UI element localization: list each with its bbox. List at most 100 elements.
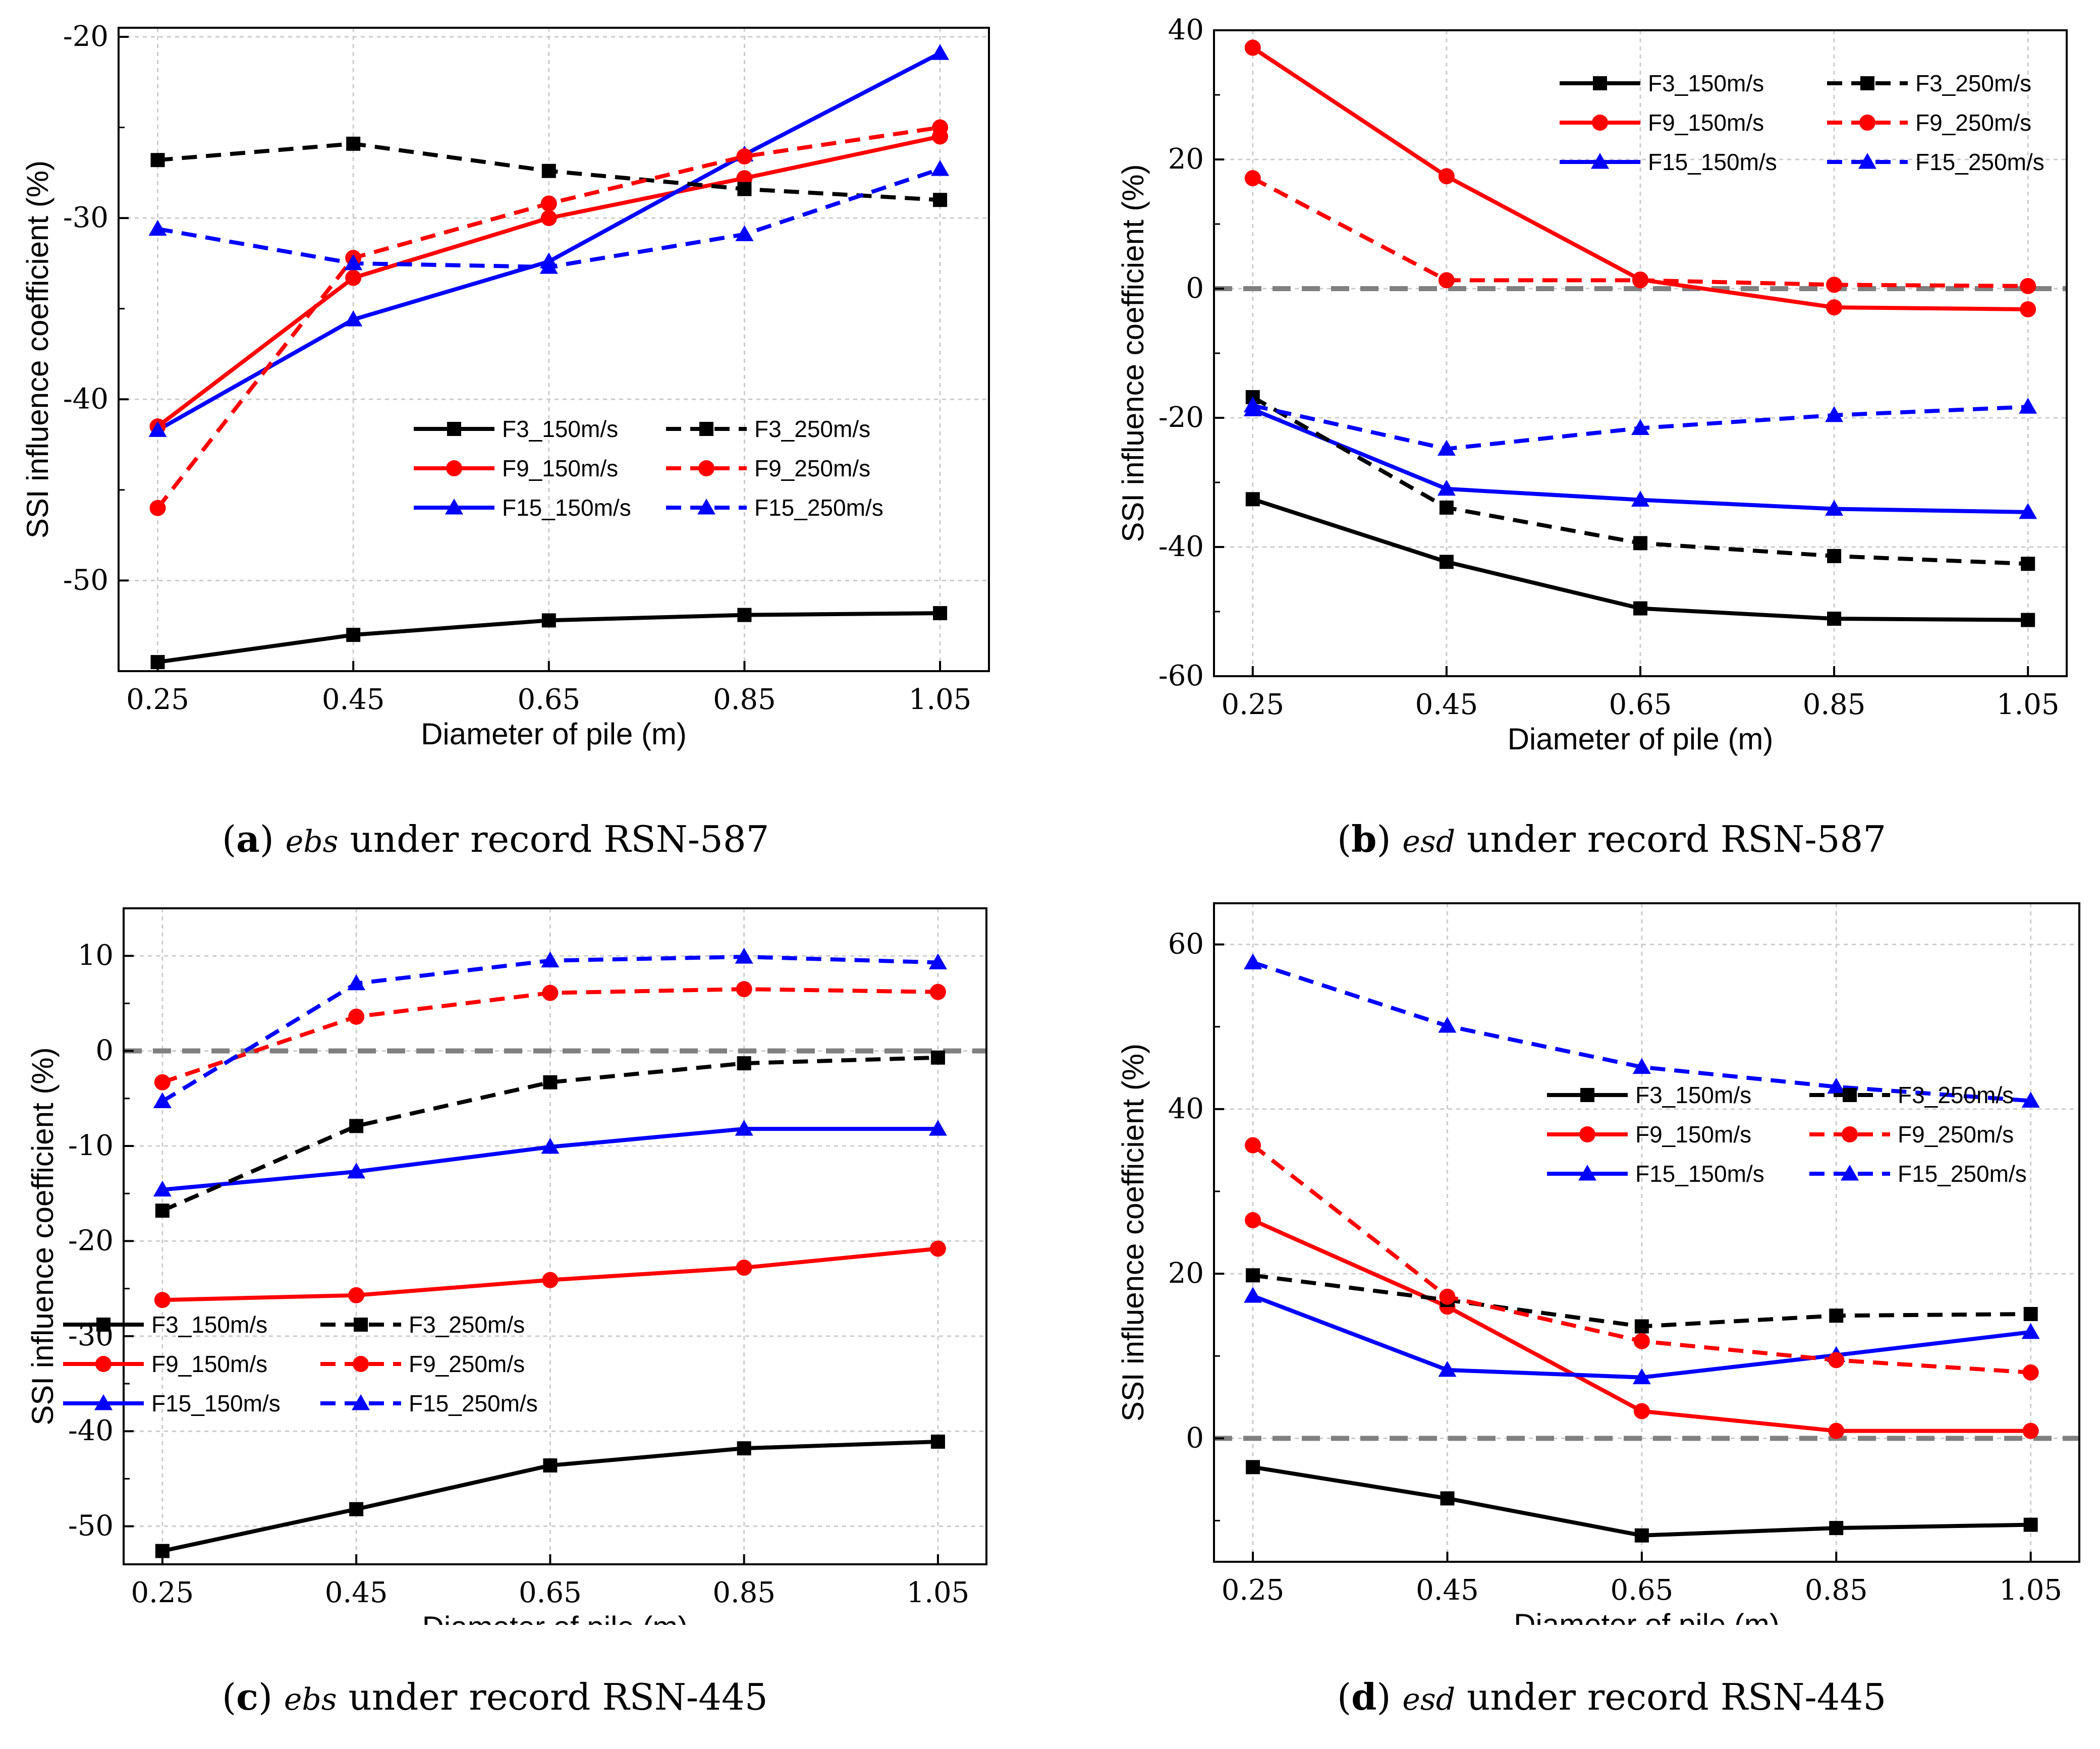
legend-marker xyxy=(352,1394,370,1410)
plot-frame xyxy=(1213,902,2080,1563)
legend-marker xyxy=(699,422,713,436)
x-tick-label: 0.65 xyxy=(519,1576,582,1609)
x-tick-label: 0.45 xyxy=(322,683,385,716)
y-tick-label: -20 xyxy=(68,1224,114,1257)
y-tick-label: 40 xyxy=(1168,14,1204,46)
data-point xyxy=(2023,1306,2038,1321)
data-point xyxy=(348,1287,365,1303)
x-tick-label: 0.65 xyxy=(1611,1574,1674,1607)
x-axis-label: Diameter of pile (m) xyxy=(422,1610,688,1625)
data-point xyxy=(347,1162,366,1179)
y-tick-label: -50 xyxy=(63,564,108,596)
caption-variable: ebs xyxy=(285,824,339,859)
x-tick-label: 0.25 xyxy=(1221,688,1284,721)
x-tick-label: 0.25 xyxy=(1222,1574,1285,1607)
y-axis-label: SSI influence coefficient (%) xyxy=(1116,164,1150,542)
data-point xyxy=(2019,503,2037,519)
data-point xyxy=(2022,1423,2039,1439)
x-tick-label: 0.45 xyxy=(1416,1574,1479,1607)
data-point xyxy=(1437,440,1456,456)
legend-marker xyxy=(447,422,461,436)
caption-text: under record RSN-587 xyxy=(1467,818,1887,860)
data-point xyxy=(1828,1352,1845,1369)
legend-marker xyxy=(1580,1088,1594,1102)
data-point xyxy=(154,1292,171,1308)
legend-marker xyxy=(354,1318,368,1332)
data-point xyxy=(541,1137,560,1154)
data-point xyxy=(928,953,947,969)
data-point xyxy=(1829,1521,1844,1536)
data-point xyxy=(1828,1423,1845,1439)
y-tick-label: 20 xyxy=(1168,143,1204,176)
x-tick-label: 0.85 xyxy=(1803,688,1866,721)
data-point xyxy=(1438,272,1455,289)
data-point xyxy=(933,193,948,207)
x-tick-label: 1.05 xyxy=(909,683,972,716)
data-point xyxy=(345,269,362,286)
data-point xyxy=(2021,1323,2040,1339)
legend-label: F3_250m/s xyxy=(409,1311,525,1338)
series-group xyxy=(1244,953,2040,1543)
legend-marker xyxy=(1843,1088,1857,1102)
data-point xyxy=(735,225,754,241)
data-point xyxy=(540,195,557,212)
data-point xyxy=(1246,1268,1260,1283)
data-point xyxy=(1438,168,1455,185)
data-point xyxy=(929,983,946,1000)
data-point xyxy=(348,1008,365,1025)
data-point xyxy=(543,1458,558,1473)
y-tick-label: 10 xyxy=(78,939,114,972)
plot-frame xyxy=(118,27,990,672)
y-tick-label: -30 xyxy=(63,201,108,234)
caption-variable: ebs xyxy=(284,1682,337,1717)
x-tick-label: 0.85 xyxy=(712,1576,776,1609)
y-tick-label: -60 xyxy=(1158,660,1204,692)
data-point xyxy=(346,136,361,151)
x-tick-label: 0.45 xyxy=(325,1576,388,1609)
data-point xyxy=(349,1119,364,1133)
legend-marker xyxy=(445,499,463,515)
data-point xyxy=(1440,1491,1455,1506)
data-point xyxy=(541,163,556,178)
y-tick-label: -50 xyxy=(68,1510,114,1543)
legend-label: F15_250m/s xyxy=(1898,1161,2027,1187)
caption-d: (d) esd under record RSN-445 xyxy=(1337,1675,1887,1718)
data-point xyxy=(1633,601,1647,616)
data-point xyxy=(1632,1058,1651,1074)
caption-text: under record RSN-445 xyxy=(1467,1676,1887,1718)
data-point xyxy=(1827,612,1842,626)
x-tick-label: 0.45 xyxy=(1415,688,1478,721)
data-point xyxy=(1244,170,1261,187)
data-point xyxy=(737,1441,751,1456)
caption-a: (a) ebs under record RSN-587 xyxy=(222,817,769,860)
series-line xyxy=(1252,960,2031,1103)
data-point xyxy=(1632,272,1648,289)
legend-label: F3_150m/s xyxy=(502,416,618,442)
series-line xyxy=(161,987,938,1084)
legend-marker xyxy=(1842,1126,1858,1142)
legend-marker xyxy=(1858,153,1876,169)
legend-label: F3_150m/s xyxy=(151,1311,267,1338)
data-point xyxy=(539,258,558,274)
caption-c: (c) ebs under record RSN-445 xyxy=(222,1675,768,1718)
legend-label: F3_250m/s xyxy=(1915,70,2031,96)
data-point xyxy=(1439,555,1454,569)
chart-a: 0.25 0.45 0.65 0.85 1.05 -50 -40 -30 -20 Diameter… xyxy=(21,20,990,751)
y-tick-label: -10 xyxy=(68,1129,114,1162)
data-point xyxy=(154,1074,171,1090)
data-point xyxy=(2019,398,2037,414)
data-point xyxy=(1245,1212,1261,1229)
x-tick-label: 0.65 xyxy=(1609,688,1672,721)
legend-marker xyxy=(1593,76,1607,90)
y-tick-label: -20 xyxy=(63,20,108,53)
legend-label: F9_150m/s xyxy=(1635,1121,1751,1147)
series-group xyxy=(153,948,947,1558)
x-tick-label: 0.25 xyxy=(126,683,189,716)
data-point xyxy=(1827,1077,1846,1094)
data-point xyxy=(1633,1333,1650,1349)
data-point xyxy=(1243,396,1262,413)
data-point xyxy=(735,948,753,964)
legend-marker xyxy=(1591,153,1609,169)
legend-label: F15_250m/s xyxy=(409,1390,538,1416)
data-point xyxy=(933,606,948,621)
